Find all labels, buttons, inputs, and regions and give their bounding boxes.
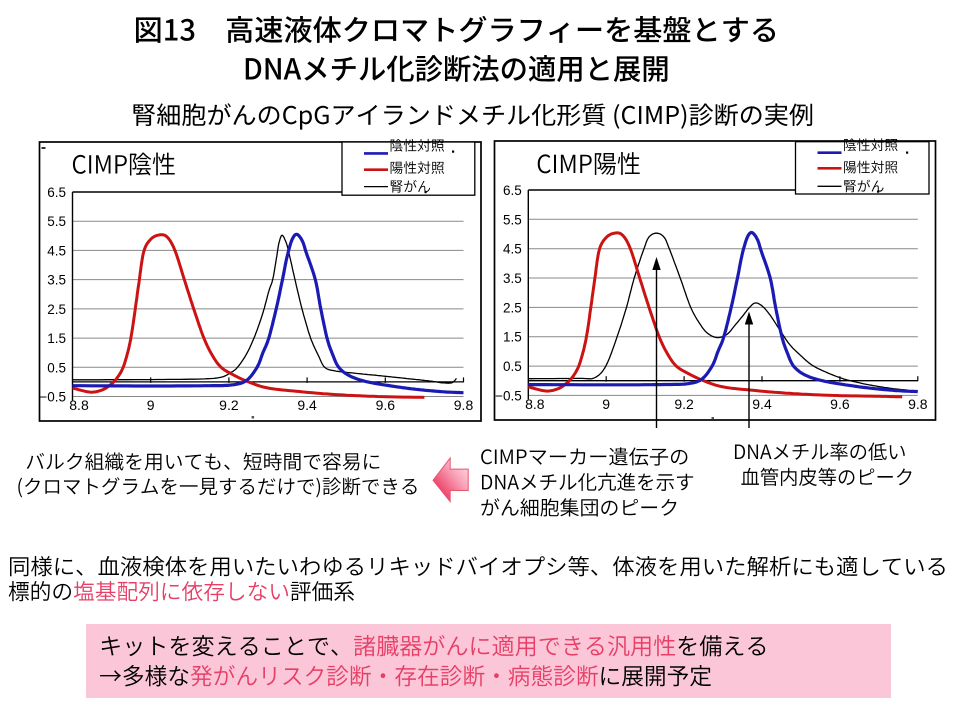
svg-text:9.2: 9.2	[219, 397, 239, 413]
svg-text:0.5: 0.5	[503, 359, 522, 374]
svg-text:9.8: 9.8	[454, 397, 474, 413]
svg-text:9.4: 9.4	[752, 396, 772, 412]
svg-text:6.5: 6.5	[47, 185, 66, 200]
svg-text:1.5: 1.5	[503, 330, 522, 345]
svg-text:−0.5: −0.5	[39, 390, 66, 405]
svg-text:6.5: 6.5	[503, 183, 522, 198]
svg-text:5.5: 5.5	[503, 212, 522, 227]
svg-text:8.8: 8.8	[69, 397, 89, 413]
svg-text:9.6: 9.6	[376, 397, 396, 413]
svg-text:9.6: 9.6	[830, 396, 850, 412]
svg-text:9.2: 9.2	[674, 396, 694, 412]
svg-text:5.5: 5.5	[47, 214, 66, 229]
svg-text:0.5: 0.5	[47, 360, 66, 375]
svg-text:9.8: 9.8	[908, 396, 928, 412]
svg-text:−0.5: −0.5	[495, 388, 522, 403]
svg-text:1.5: 1.5	[47, 331, 66, 346]
svg-text:3.5: 3.5	[503, 271, 522, 286]
svg-text:9.4: 9.4	[297, 397, 317, 413]
svg-text:2.5: 2.5	[47, 302, 66, 317]
svg-text:4.5: 4.5	[503, 242, 522, 257]
svg-text:2.5: 2.5	[503, 300, 522, 315]
svg-text:4.5: 4.5	[47, 243, 66, 258]
svg-text:9: 9	[602, 396, 610, 412]
svg-text:3.5: 3.5	[47, 273, 66, 288]
svg-text:9: 9	[147, 397, 155, 413]
svg-text:8.8: 8.8	[525, 396, 545, 412]
